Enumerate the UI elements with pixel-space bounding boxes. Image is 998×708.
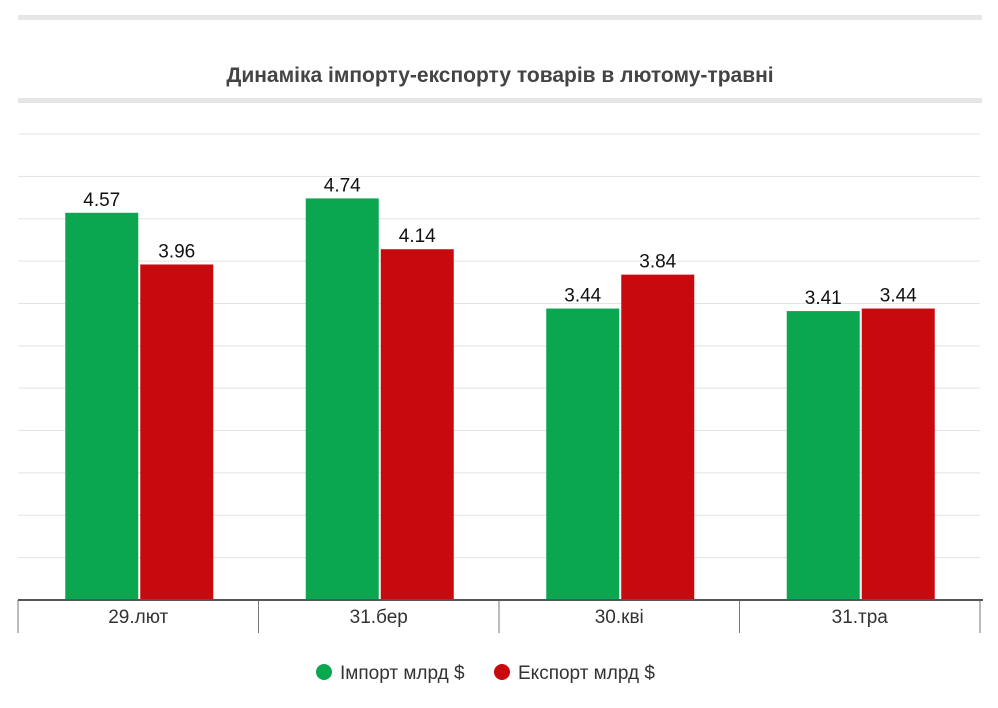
bar-import bbox=[65, 212, 139, 600]
x-tick-label: 30.кві bbox=[595, 607, 644, 628]
legend-marker-import bbox=[316, 664, 332, 680]
bar-export bbox=[621, 274, 695, 600]
bar-export bbox=[861, 308, 935, 600]
legend-marker-export bbox=[494, 664, 510, 680]
bar-import bbox=[546, 308, 620, 600]
x-tick-label: 31.тра bbox=[832, 607, 889, 628]
data-label: 3.96 bbox=[158, 241, 195, 262]
data-label: 4.14 bbox=[399, 226, 436, 247]
x-tick-label: 31.бер bbox=[350, 607, 408, 628]
data-label: 3.44 bbox=[880, 286, 917, 307]
data-label: 4.74 bbox=[324, 175, 361, 196]
title-divider bbox=[18, 98, 982, 103]
legend-label: Експорт млрд $ bbox=[518, 663, 655, 684]
data-label: 3.44 bbox=[564, 286, 601, 307]
bar-export bbox=[140, 264, 214, 600]
bar-import bbox=[786, 311, 860, 600]
top-divider bbox=[18, 15, 982, 20]
bar-export bbox=[380, 249, 454, 600]
x-tick-label: 29.лют bbox=[108, 607, 168, 628]
data-label: 3.41 bbox=[805, 288, 842, 309]
data-label: 4.57 bbox=[83, 190, 120, 211]
bar-import bbox=[305, 198, 379, 600]
legend-label: Імпорт млрд $ bbox=[340, 663, 465, 684]
chart-title: Динаміка імпорту-експорту товарів в люто… bbox=[226, 64, 773, 87]
data-label: 3.84 bbox=[639, 252, 676, 273]
